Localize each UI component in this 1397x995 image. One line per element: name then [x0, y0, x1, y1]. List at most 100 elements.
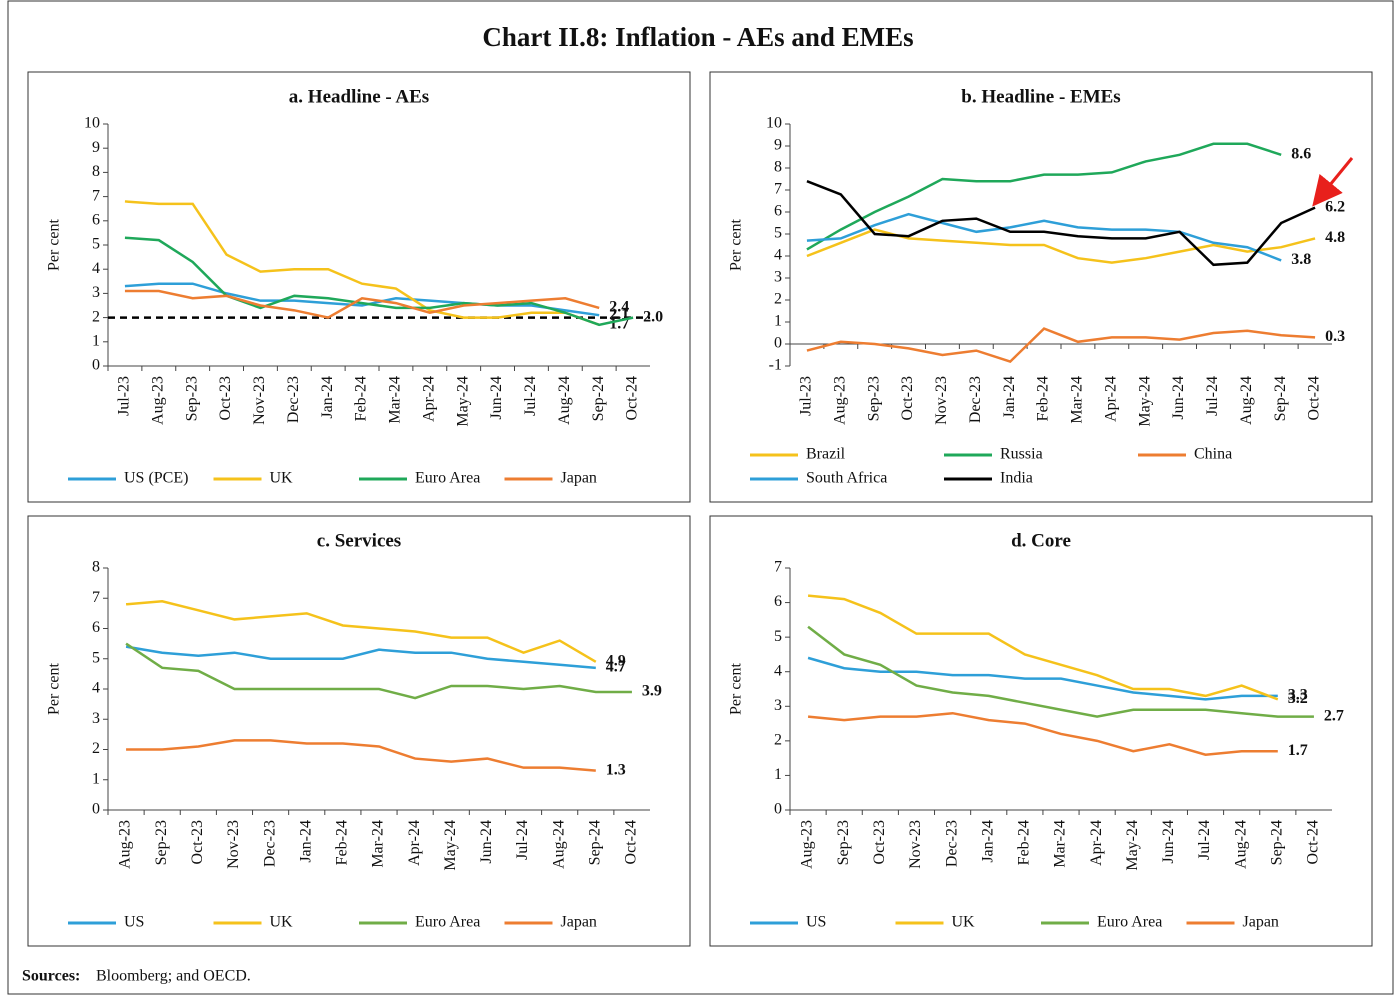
legend-label: Brazil [806, 446, 846, 463]
x-tick-label: Jul-23 [798, 376, 815, 416]
y-tick-label: 8 [774, 159, 782, 176]
y-axis-label: Per cent [728, 218, 745, 271]
value-label: 2.4 [609, 299, 629, 316]
y-tick-label: 3 [774, 269, 782, 286]
y-tick-label: 5 [92, 649, 100, 666]
x-tick-label: Aug-24 [556, 376, 573, 425]
x-tick-label: Jan-24 [979, 820, 996, 863]
figure-title: Chart II.8: Inflation - AEs and EMEs [482, 22, 913, 52]
value-label: 4.8 [1325, 229, 1345, 246]
x-tick-label: Feb-24 [1016, 820, 1033, 865]
sources-label: Sources: [22, 968, 80, 985]
value-label: 2.0 [643, 308, 663, 325]
legend-label: Euro Area [1097, 914, 1162, 931]
value-label: 0.3 [1325, 328, 1345, 345]
value-label: 1.7 [1288, 742, 1308, 759]
legend-label: US [124, 914, 144, 931]
legend-label: UK [270, 914, 294, 931]
series-line [126, 739, 596, 772]
series-line [125, 645, 596, 670]
y-tick-label: 5 [774, 628, 782, 645]
arrow [1312, 157, 1354, 207]
y-tick-label: 4 [92, 260, 100, 277]
y-tick-label: 7 [774, 181, 782, 198]
x-tick-label: Nov-23 [907, 820, 924, 869]
y-tick-label: 6 [92, 211, 100, 228]
x-tick-label: Jun-24 [478, 820, 495, 864]
x-tick-label: Jul-23 [116, 376, 133, 416]
x-tick-label: Aug-24 [550, 820, 567, 869]
x-tick-label: Jul-24 [514, 820, 531, 860]
series-line [124, 289, 600, 319]
y-tick-label: 10 [84, 115, 100, 132]
x-tick-label: May-24 [1124, 820, 1141, 871]
y-axis-label: Per cent [46, 218, 63, 271]
x-tick-label: Mar-24 [1052, 820, 1069, 868]
legend-label: Japan [1243, 914, 1279, 931]
y-tick-label: 1 [774, 766, 782, 783]
y-axis-label: Per cent [728, 662, 745, 715]
y-tick-label: 8 [92, 163, 100, 180]
x-tick-label: Jan-24 [1001, 376, 1018, 419]
x-tick-label: Oct-23 [899, 376, 916, 420]
x-tick-label: Oct-24 [1306, 376, 1323, 420]
value-label: 2.7 [1324, 707, 1344, 724]
series-line [124, 236, 634, 327]
y-tick-label: 2 [774, 732, 782, 749]
value-label: 1.3 [606, 761, 626, 778]
value-label: 6.2 [1325, 198, 1345, 215]
series-line [125, 600, 597, 663]
x-tick-label: Sep-23 [183, 376, 200, 421]
legend-label: Japan [561, 470, 597, 487]
x-tick-label: Sep-23 [153, 820, 170, 865]
x-tick-label: Dec-23 [285, 376, 302, 423]
x-tick-label: Sep-23 [865, 376, 882, 421]
x-tick-label: Jan-24 [297, 820, 314, 863]
y-tick-label: 3 [92, 284, 100, 301]
x-tick-label: Sep-24 [1268, 820, 1285, 865]
series-line [807, 625, 1314, 718]
y-axis-label: Per cent [46, 662, 63, 715]
x-tick-label: Dec-23 [943, 820, 960, 867]
y-tick-label: 4 [774, 662, 782, 679]
x-tick-label: Apr-24 [420, 376, 437, 422]
y-tick-label: 2 [92, 308, 100, 325]
x-tick-label: Nov-23 [251, 376, 268, 425]
legend-label: China [1194, 446, 1232, 463]
x-tick-label: Oct-24 [1305, 820, 1322, 864]
legend-label: US (PCE) [124, 470, 188, 487]
x-tick-label: Aug-23 [799, 820, 816, 869]
y-tick-label: 3 [774, 697, 782, 714]
y-tick-label: 5 [774, 225, 782, 242]
x-tick-label: Nov-23 [933, 376, 950, 425]
y-tick-label: 7 [92, 589, 100, 606]
y-tick-label: 0 [774, 801, 782, 818]
series-line [124, 282, 600, 317]
y-tick-label: 2 [774, 291, 782, 308]
x-tick-label: Oct-24 [623, 820, 640, 864]
x-tick-label: Feb-24 [334, 820, 351, 865]
x-tick-label: Jun-24 [1170, 376, 1187, 420]
panel-frame [709, 515, 1373, 947]
value-label: 3.8 [1291, 251, 1311, 268]
x-tick-label: Apr-24 [406, 820, 423, 866]
y-tick-label: 1 [92, 770, 100, 787]
x-tick-label: Sep-24 [590, 376, 607, 421]
y-tick-label: 0 [92, 357, 100, 374]
x-tick-label: Aug-23 [117, 820, 134, 869]
series-line [806, 212, 1282, 262]
x-tick-label: Dec-23 [967, 376, 984, 423]
panel-frame [709, 71, 1373, 503]
x-tick-label: Mar-24 [387, 376, 404, 424]
sources-text: Bloomberg; and OECD. [96, 968, 251, 985]
x-tick-label: Dec-23 [261, 820, 278, 867]
x-tick-label: Aug-24 [1238, 376, 1255, 425]
y-tick-label: 3 [92, 710, 100, 727]
legend-label: South Africa [806, 470, 887, 487]
x-tick-label: Aug-24 [1232, 820, 1249, 869]
y-tick-label: 6 [774, 203, 782, 220]
x-tick-label: Oct-23 [217, 376, 234, 420]
chart-title: b. Headline - EMEs [961, 86, 1120, 107]
series-line [806, 180, 1316, 267]
